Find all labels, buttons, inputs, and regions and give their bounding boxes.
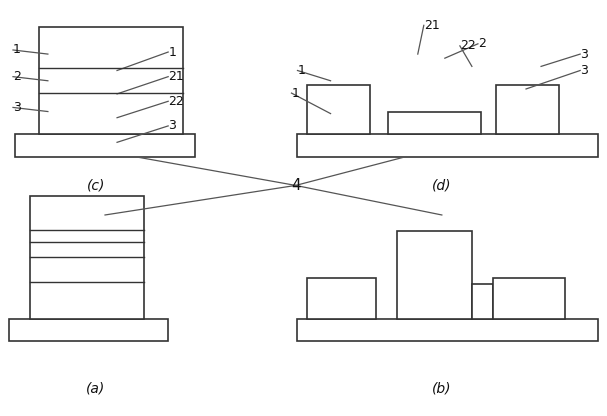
Text: 3: 3 [13, 101, 21, 114]
Bar [30, 196, 144, 319]
Text: (a): (a) [86, 381, 106, 396]
Bar [397, 230, 472, 319]
Bar [39, 27, 183, 134]
Text: 1: 1 [297, 64, 305, 77]
Text: 1: 1 [168, 45, 176, 59]
Text: 1: 1 [13, 44, 21, 57]
Text: 3: 3 [168, 119, 176, 132]
Text: 3: 3 [580, 47, 588, 61]
Text: (b): (b) [432, 381, 452, 396]
Bar [496, 85, 559, 134]
Bar [8, 319, 168, 342]
Text: 22: 22 [460, 40, 476, 52]
Text: 21: 21 [168, 70, 184, 83]
Text: (d): (d) [432, 178, 452, 193]
Text: 1: 1 [291, 87, 299, 99]
Text: 21: 21 [424, 19, 439, 32]
Bar [388, 111, 481, 134]
Bar [307, 278, 376, 319]
Text: 4: 4 [291, 178, 300, 193]
Bar [472, 284, 493, 319]
Bar [15, 134, 195, 157]
Text: 22: 22 [168, 95, 184, 108]
Bar [297, 134, 599, 157]
Text: 3: 3 [580, 64, 588, 77]
Text: (c): (c) [87, 178, 105, 193]
Bar [307, 85, 370, 134]
Text: 2: 2 [13, 70, 21, 83]
Text: 2: 2 [478, 37, 486, 50]
Bar [297, 319, 599, 342]
Bar [493, 278, 565, 319]
